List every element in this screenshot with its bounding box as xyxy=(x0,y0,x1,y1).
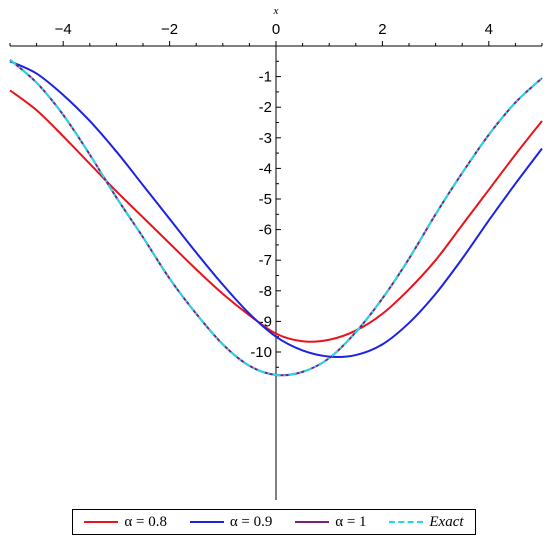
legend-label: α = 1 xyxy=(335,513,367,530)
legend-item: α = 0.9 xyxy=(189,513,273,531)
x-tick-label: 2 xyxy=(378,21,386,38)
x-axis-title: x xyxy=(273,5,279,17)
legend-swatch xyxy=(295,521,330,523)
legend-swatch xyxy=(389,521,424,523)
y-tick-label: -7 xyxy=(259,252,272,269)
y-tick-label: -5 xyxy=(259,191,272,208)
y-tick-label: -8 xyxy=(259,283,272,300)
x-tick-label: −2 xyxy=(161,21,178,38)
series-layer xyxy=(9,59,543,377)
legend: α = 0.8 α = 0.9 α = 1 Exact xyxy=(72,509,476,535)
legend-label: α = 0.9 xyxy=(229,513,273,530)
x-tick-label: 4 xyxy=(485,21,493,38)
y-tick-label: -4 xyxy=(259,160,272,177)
legend-item: α = 1 xyxy=(295,513,367,531)
axes: −4 −2 0 2 4x-1-2-3-4-5-6-7-8-9-10 xyxy=(9,5,543,500)
x-tick-label: −4 xyxy=(55,21,72,38)
series-line-0-8 xyxy=(9,89,543,343)
series-line-exact xyxy=(9,59,543,377)
y-tick-label: -1 xyxy=(259,69,272,86)
x-tick-label: 0 xyxy=(272,21,280,38)
series-line-0-9 xyxy=(9,60,543,358)
y-tick-label: -2 xyxy=(259,99,272,116)
y-tick-label: -6 xyxy=(259,222,272,239)
legend-item: α = 0.8 xyxy=(84,514,167,531)
legend-label: Exact xyxy=(429,513,464,530)
legend-swatch xyxy=(189,521,224,523)
legend-item: Exact xyxy=(389,513,464,531)
legend-swatch xyxy=(84,521,119,523)
y-tick-label: -3 xyxy=(259,130,272,147)
legend-label: α = 0.8 xyxy=(124,513,167,530)
y-tick-label: -10 xyxy=(250,344,272,361)
